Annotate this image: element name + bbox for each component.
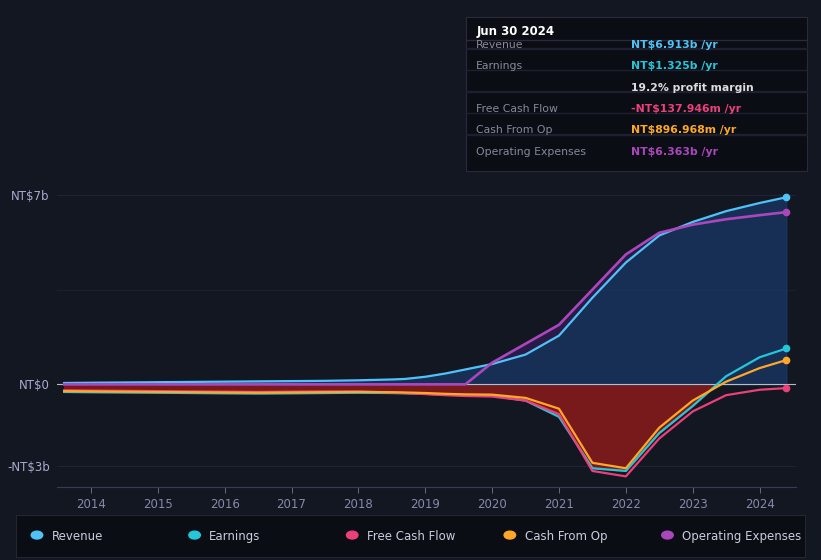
- Text: Free Cash Flow: Free Cash Flow: [367, 530, 456, 543]
- Text: Earnings: Earnings: [209, 530, 261, 543]
- Text: NT$6.913b /yr: NT$6.913b /yr: [631, 40, 718, 50]
- Text: NT$896.968m /yr: NT$896.968m /yr: [631, 125, 736, 136]
- Text: Revenue: Revenue: [52, 530, 103, 543]
- Text: NT$1.325b /yr: NT$1.325b /yr: [631, 61, 718, 71]
- Text: 19.2% profit margin: 19.2% profit margin: [631, 82, 754, 92]
- Text: Revenue: Revenue: [476, 40, 524, 50]
- Text: Cash From Op: Cash From Op: [476, 125, 553, 136]
- Text: NT$6.363b /yr: NT$6.363b /yr: [631, 147, 718, 157]
- Text: Free Cash Flow: Free Cash Flow: [476, 104, 558, 114]
- Text: Operating Expenses: Operating Expenses: [682, 530, 801, 543]
- Text: Jun 30 2024: Jun 30 2024: [476, 25, 554, 38]
- Text: -NT$137.946m /yr: -NT$137.946m /yr: [631, 104, 741, 114]
- Text: Earnings: Earnings: [476, 61, 523, 71]
- Text: Operating Expenses: Operating Expenses: [476, 147, 586, 157]
- Text: Cash From Op: Cash From Op: [525, 530, 607, 543]
